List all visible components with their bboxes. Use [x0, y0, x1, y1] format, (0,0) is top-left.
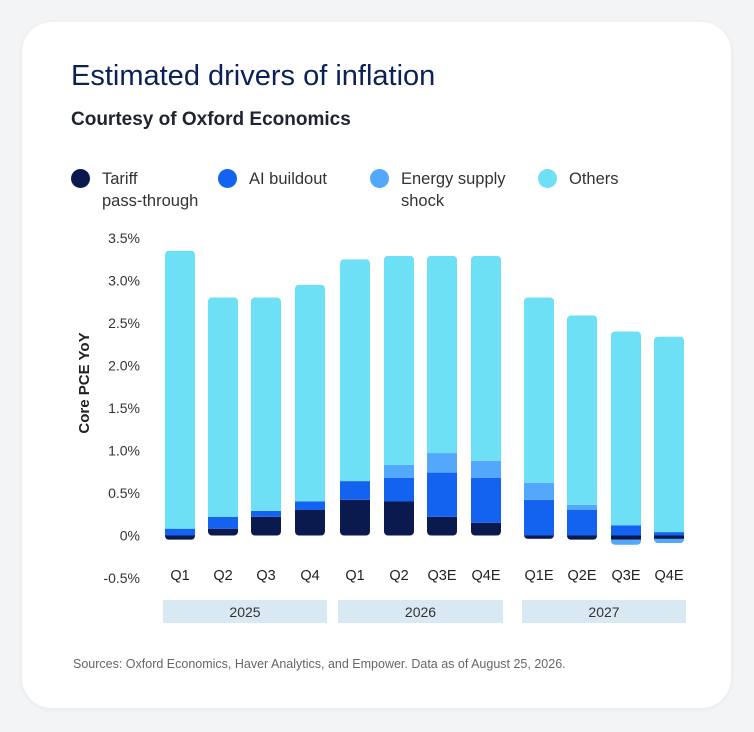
bar-segment	[427, 453, 457, 473]
legend-label-ai: AI buildout	[249, 170, 327, 188]
x-tick-label: Q4E	[471, 568, 500, 584]
year-group-band	[338, 600, 503, 623]
bar-segment	[384, 501, 414, 536]
bar-segment	[427, 472, 457, 517]
bar-segment	[524, 535, 554, 539]
bar-segment	[295, 501, 325, 510]
year-groups: 2025 2026 2027	[163, 600, 686, 623]
bar-segment	[471, 460, 501, 478]
bar-stack	[427, 255, 457, 536]
bar-segment	[567, 315, 597, 505]
bar-segment	[567, 535, 597, 540]
bar-segment	[165, 250, 195, 529]
bar-segment	[654, 532, 684, 536]
bar-segment	[611, 525, 641, 536]
year-group-label: 2025	[229, 604, 260, 620]
bar-segment	[295, 284, 325, 502]
bar-stack	[295, 284, 325, 536]
bar-segment	[384, 477, 414, 502]
bar-segment	[471, 255, 501, 461]
x-tick-label: Q4E	[654, 568, 683, 584]
bar-segment	[208, 297, 238, 517]
x-tick-label: Q3E	[611, 568, 640, 584]
bar-stack	[208, 297, 238, 536]
bar-segment	[471, 522, 501, 536]
x-axis-ticks: Q1 Q2 Q3 Q4 Q1 Q2 Q3E Q4E Q1E Q2E Q3E Q4E	[170, 568, 684, 584]
year-group-band	[522, 600, 686, 623]
bar-segment	[471, 477, 501, 523]
bar-segment	[567, 510, 597, 536]
bar-segment	[567, 504, 597, 510]
legend-swatch-tariff	[71, 169, 90, 188]
bar-segment	[251, 510, 281, 517]
bar-segment	[208, 528, 238, 536]
bar-segment	[384, 255, 414, 465]
y-tick-label: 3.0%	[108, 273, 140, 289]
year-group-label: 2027	[588, 604, 619, 620]
bar-stack	[524, 297, 554, 539]
bar-stack	[654, 336, 684, 544]
x-tick-label: Q3E	[427, 568, 456, 584]
x-tick-label: Q2	[389, 568, 408, 584]
legend-swatch-others	[538, 169, 557, 188]
legend-label-tariff: Tariff pass-through	[102, 170, 199, 210]
bar-segment	[524, 482, 554, 500]
sources-footnote: Sources: Oxford Economics, Haver Analyti…	[73, 657, 566, 671]
x-tick-label: Q1	[345, 568, 364, 584]
legend-label-energy: Energy supply shock	[401, 170, 506, 210]
bar-segment	[611, 539, 641, 545]
bars	[165, 250, 684, 545]
x-tick-label: Q4	[300, 568, 319, 584]
y-tick-label: 0%	[120, 528, 140, 544]
bar-stack	[567, 315, 597, 540]
bar-segment	[208, 516, 238, 529]
x-tick-label: Q2	[213, 568, 232, 584]
bar-segment	[251, 516, 281, 536]
bar-stack	[340, 259, 370, 536]
chart-subtitle: Courtesy of Oxford Economics	[71, 109, 351, 130]
bar-segment	[165, 535, 195, 540]
chart-title: Estimated drivers of inflation	[71, 60, 436, 92]
y-axis-label: Core PCE YoY	[76, 332, 93, 433]
bar-stack	[165, 250, 195, 540]
bar-segment	[251, 297, 281, 511]
bar-stack	[611, 331, 641, 545]
bar-segment	[295, 510, 325, 536]
x-tick-label: Q3	[256, 568, 275, 584]
bar-segment	[654, 538, 684, 544]
bar-segment	[384, 464, 414, 478]
y-tick-label: 3.5%	[108, 230, 140, 246]
legend-swatch-ai	[218, 169, 237, 188]
bar-segment	[165, 528, 195, 536]
legend-swatch-energy	[370, 169, 389, 188]
year-group-label: 2026	[405, 604, 436, 620]
legend-label-others: Others	[569, 170, 619, 188]
x-tick-label: Q1	[170, 568, 189, 584]
bar-segment	[654, 336, 684, 533]
y-tick-label: 1.5%	[108, 400, 140, 416]
bar-segment	[427, 516, 457, 536]
bar-segment	[654, 535, 684, 539]
y-tick-label: 1.0%	[108, 443, 140, 459]
y-tick-label: 2.5%	[108, 315, 140, 331]
x-tick-label: Q1E	[524, 568, 553, 584]
bar-stack	[384, 255, 414, 536]
y-tick-label: 2.0%	[108, 358, 140, 374]
bar-stack	[251, 297, 281, 536]
bar-segment	[340, 259, 370, 482]
y-tick-label: 0.5%	[108, 485, 140, 501]
x-tick-label: Q2E	[567, 568, 596, 584]
y-tick-label: -0.5%	[103, 570, 140, 586]
bar-segment	[524, 297, 554, 483]
y-axis-ticks: 3.5% 3.0% 2.5% 2.0% 1.5% 1.0% 0.5% 0% -0.5%	[103, 230, 140, 586]
year-group-band	[163, 600, 327, 623]
bar-segment	[427, 255, 457, 454]
bar-segment	[611, 331, 641, 526]
bar-segment	[340, 499, 370, 536]
bar-segment	[611, 535, 641, 540]
bar-segment	[524, 499, 554, 536]
bar-stack	[471, 255, 501, 536]
bar-segment	[340, 481, 370, 500]
